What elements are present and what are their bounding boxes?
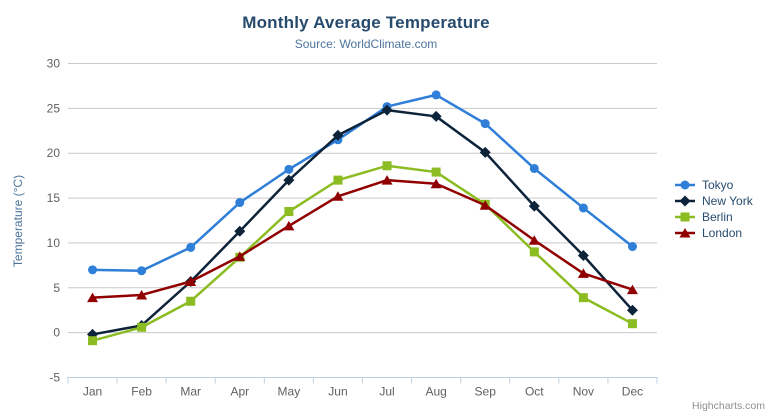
marker-tokyo[interactable]	[627, 242, 637, 252]
x-axis-tick-label: Oct	[525, 385, 544, 399]
x-axis-tick-label: Jan	[83, 385, 102, 399]
legend-item-london[interactable]: London	[674, 225, 753, 241]
x-axis-tick-label: Jun	[328, 385, 347, 399]
marker-london[interactable]	[185, 276, 197, 287]
marker-tokyo[interactable]	[284, 164, 294, 174]
y-axis-tick-label: 15	[47, 191, 61, 205]
marker-london[interactable]	[332, 191, 344, 201]
x-axis-tick-label: Nov	[573, 385, 594, 399]
legend-item-new-york[interactable]: New York	[674, 193, 753, 209]
legend-item-berlin[interactable]: Berlin	[674, 209, 753, 225]
legend-label: London	[702, 226, 743, 240]
marker-tokyo[interactable]	[137, 266, 147, 276]
y-axis-tick-label: 25	[47, 101, 61, 115]
series-line-berlin[interactable]	[91, 164, 634, 342]
marker-tokyo[interactable]	[186, 242, 196, 252]
marker-london[interactable]	[87, 292, 99, 303]
marker-berlin[interactable]	[627, 319, 637, 329]
marker-berlin[interactable]	[137, 322, 147, 332]
legend-label: New York	[702, 194, 753, 208]
marker-berlin[interactable]	[333, 175, 343, 185]
marker-london[interactable]	[430, 178, 442, 189]
marker-new-york[interactable]	[528, 200, 540, 212]
legend-label: Berlin	[702, 210, 733, 224]
marker-london[interactable]	[136, 289, 148, 300]
legend-marker-tokyo-icon	[675, 180, 695, 189]
marker-berlin[interactable]	[186, 296, 196, 306]
marker-tokyo[interactable]	[235, 198, 245, 208]
x-axis-tick-label: Mar	[180, 385, 201, 399]
marker-berlin[interactable]	[382, 161, 392, 171]
x-axis-tick-label: Jul	[379, 385, 394, 399]
marker-london[interactable]	[234, 251, 246, 261]
marker-london[interactable]	[528, 235, 540, 245]
legend-marker-berlin-icon	[675, 212, 695, 221]
y-axis-tick-label: 20	[47, 146, 61, 160]
x-axis-tick-label: Dec	[622, 385, 643, 399]
marker-london[interactable]	[626, 284, 638, 295]
x-axis-tick-label: Feb	[131, 385, 152, 399]
y-axis-tick-label: 0	[53, 326, 60, 340]
y-axis-tick-label: 30	[47, 57, 61, 71]
marker-tokyo[interactable]	[578, 203, 588, 213]
x-axis-tick-label: Aug	[425, 385, 446, 399]
marker-tokyo[interactable]	[529, 163, 539, 173]
marker-new-york[interactable]	[283, 174, 295, 186]
series-line-new-york[interactable]	[91, 108, 634, 336]
marker-berlin[interactable]	[431, 167, 441, 177]
marker-tokyo[interactable]	[431, 90, 441, 100]
marker-berlin[interactable]	[284, 207, 294, 217]
series-line-tokyo[interactable]	[91, 93, 634, 272]
marker-berlin[interactable]	[88, 336, 98, 346]
marker-berlin[interactable]	[578, 293, 588, 303]
credits-link[interactable]: Highcharts.com	[692, 400, 765, 412]
series-line-london[interactable]	[91, 178, 634, 299]
y-axis-tick-label: -5	[49, 371, 60, 385]
legend-marker-new-york-icon	[675, 195, 695, 206]
marker-new-york[interactable]	[577, 249, 589, 261]
x-axis-tick-label: Apr	[230, 385, 249, 399]
marker-new-york[interactable]	[626, 304, 638, 316]
legend: Tokyo New York Berlin London	[674, 177, 753, 241]
legend-label: Tokyo	[702, 178, 734, 192]
marker-new-york[interactable]	[234, 225, 246, 237]
legend-marker-tokyo-icon[interactable]	[680, 180, 690, 189]
marker-berlin[interactable]	[529, 247, 539, 257]
legend-marker-london-icon	[675, 227, 695, 238]
y-axis-tick-label: 10	[47, 236, 61, 250]
x-axis-tick-label: Sep	[475, 385, 497, 399]
marker-london[interactable]	[479, 200, 491, 210]
marker-london[interactable]	[381, 175, 393, 185]
marker-new-york[interactable]	[430, 110, 442, 122]
y-axis-tick-label: 5	[53, 281, 60, 295]
marker-tokyo[interactable]	[480, 119, 490, 129]
legend-marker-london-icon[interactable]	[679, 227, 691, 238]
marker-new-york[interactable]	[332, 129, 344, 141]
marker-tokyo[interactable]	[88, 265, 98, 275]
marker-london[interactable]	[283, 220, 295, 231]
legend-marker-new-york-icon[interactable]	[679, 195, 691, 206]
marker-new-york[interactable]	[479, 146, 491, 158]
legend-marker-berlin-icon[interactable]	[680, 212, 690, 221]
legend-item-tokyo[interactable]: Tokyo	[674, 177, 753, 193]
x-axis-tick-label: May	[278, 385, 301, 399]
marker-new-york[interactable]	[381, 104, 393, 116]
marker-london[interactable]	[577, 268, 589, 278]
